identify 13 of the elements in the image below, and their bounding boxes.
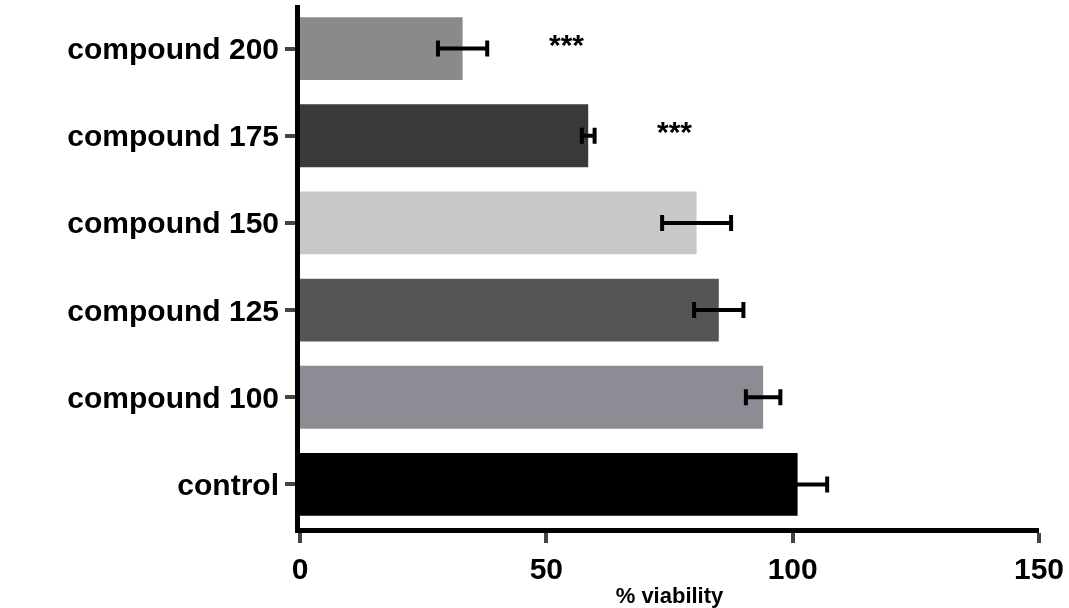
y-tick-label: compound 175 [67, 119, 279, 153]
x-tick-label: 50 [529, 552, 564, 585]
y-tick-label: control [177, 467, 279, 501]
y-tick-label: compound 150 [67, 206, 279, 240]
y-tick-label: compound 100 [67, 380, 279, 414]
annotation: *** [549, 28, 585, 61]
y-tick-label: compound 125 [67, 293, 279, 327]
x-tick-label: 0 [291, 552, 309, 585]
annotation: *** [657, 115, 693, 148]
x-tick-label: 150 [1013, 552, 1065, 585]
x-axis-title: % viability [615, 583, 725, 608]
y-tick-label: compound 200 [67, 32, 279, 66]
x-tick-label: 100 [767, 552, 818, 585]
